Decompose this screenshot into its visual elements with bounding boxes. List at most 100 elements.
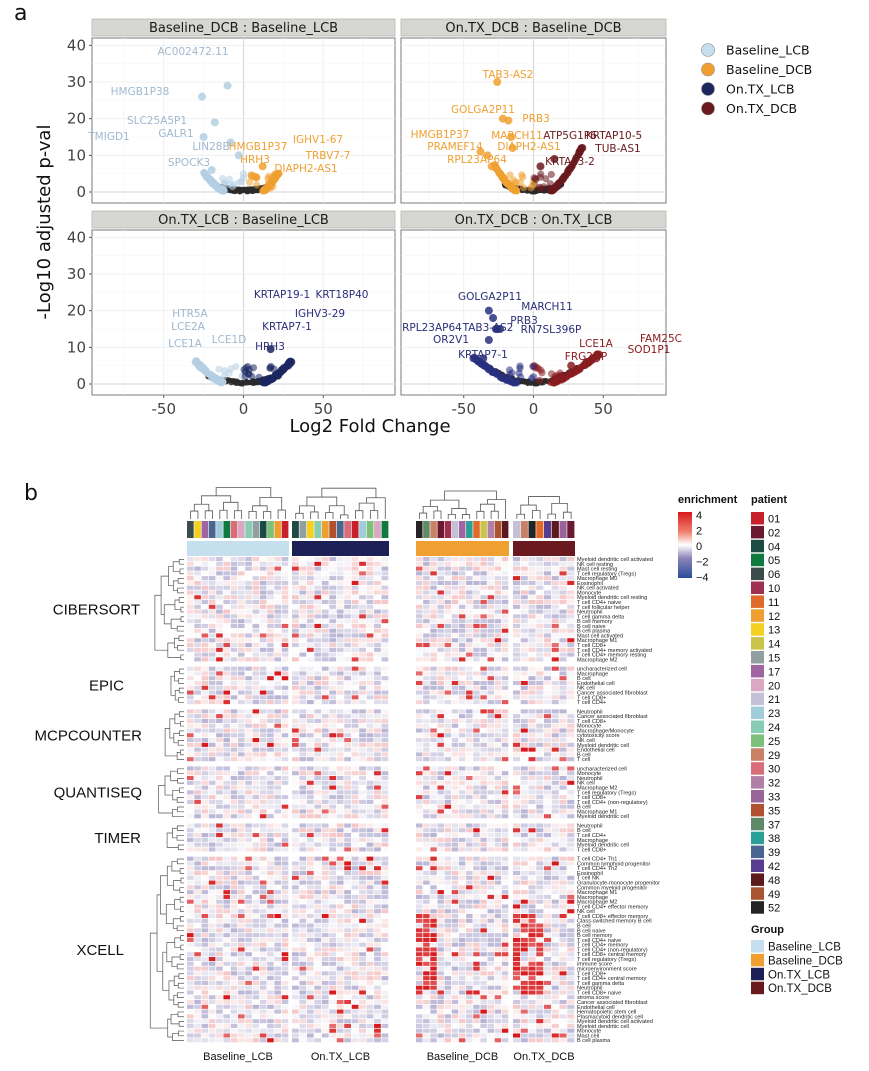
heatmap-cell [223, 714, 231, 719]
heatmap-cell [187, 833, 194, 838]
heatmap-cell [551, 828, 559, 833]
heatmap-cell [208, 890, 216, 895]
heatmap-cell [458, 609, 466, 614]
row-label: T cell regulatory (Tregs) [577, 571, 636, 577]
heatmap-cell [314, 633, 322, 638]
heatmap-cell [501, 899, 509, 904]
heatmap-cell [544, 666, 552, 671]
heatmap-cell [201, 666, 209, 671]
heatmap-cell [451, 856, 459, 861]
heatmap-cell [544, 676, 552, 681]
heatmap-cell [451, 885, 459, 890]
heatmap-cell [520, 809, 528, 814]
heatmap-cell [473, 866, 480, 871]
heatmap-cell [336, 799, 344, 804]
heatmap-cell [366, 738, 374, 743]
row-label: NK cell [577, 781, 595, 787]
heatmap-cell [187, 742, 194, 747]
heatmap-cell [359, 614, 366, 619]
heatmap-cell [351, 904, 359, 909]
heatmap-cell [466, 856, 473, 861]
heatmap-cell [336, 728, 344, 733]
heatmap-cell [359, 875, 366, 880]
heatmap-cell [238, 604, 245, 609]
heatmap-cell [194, 695, 201, 700]
heatmap-cell [238, 842, 245, 847]
heatmap-cell [267, 875, 274, 880]
heatmap-cell [208, 866, 216, 871]
heatmap-cell [473, 795, 480, 800]
heatmap-cell [245, 623, 252, 628]
dendrogram-branch [340, 514, 349, 519]
heatmap-cell [336, 652, 344, 657]
heatmap-cell [480, 700, 487, 705]
heatmap-cell [444, 600, 452, 605]
heatmap-cell [536, 904, 544, 909]
heatmap-cell [306, 747, 314, 752]
heatmap-cell [559, 714, 567, 719]
heatmap-cell [230, 723, 238, 728]
heatmap-cell [306, 566, 314, 571]
heatmap-cell [544, 823, 552, 828]
heatmap-cell [201, 870, 209, 876]
heatmap-cell [292, 875, 299, 880]
heatmap-cell [559, 766, 567, 771]
heatmap-cell [274, 680, 282, 686]
heatmap-cell [520, 904, 528, 909]
heatmap-cell [528, 866, 536, 871]
heatmap-cell [321, 619, 329, 624]
heatmap-cell [544, 580, 552, 585]
heatmap-cell [238, 785, 245, 790]
heatmap-cell [416, 580, 423, 585]
heatmap-cell [374, 652, 381, 657]
heatmap-cell [381, 775, 389, 781]
heatmap-cell [551, 780, 559, 785]
heatmap-cell [201, 799, 209, 804]
heatmap-cell [423, 880, 430, 885]
heatmap-cell [252, 738, 260, 743]
heatmap-cell [513, 799, 521, 804]
heatmap-cell [458, 823, 466, 828]
heatmap-cell [437, 837, 444, 842]
heatmap-cell [230, 728, 238, 733]
heatmap-cell [245, 619, 252, 624]
heatmap-cell [513, 875, 521, 880]
heatmap-cell [559, 899, 567, 904]
heatmap-cell [306, 619, 314, 624]
heatmap-cell [494, 899, 502, 904]
heatmap-cell [559, 647, 567, 652]
patient-annotation-cell [437, 521, 445, 538]
patient-annotation-cell [292, 521, 299, 538]
labeled-point [210, 118, 219, 127]
heatmap-cell [223, 633, 231, 638]
heatmap-cell [430, 880, 437, 885]
heatmap-cell [480, 833, 487, 838]
heatmap-cell [201, 904, 209, 909]
heatmap-cell [223, 870, 231, 876]
heatmap-cell [187, 780, 194, 785]
heatmap-cell [466, 585, 473, 590]
heatmap-cell [381, 823, 389, 828]
heatmap-cell [216, 604, 223, 609]
heatmap-cell [208, 709, 216, 714]
heatmap-cell [416, 623, 423, 628]
heatmap-cell [216, 890, 223, 895]
heatmap-cell [473, 671, 480, 676]
heatmap-cell [274, 571, 282, 576]
heatmap-cell [536, 785, 544, 790]
patient-annotation-cell [374, 521, 381, 538]
heatmap-cell [238, 870, 245, 876]
heatmap-cell [336, 847, 344, 852]
heatmap-cell [252, 671, 260, 676]
heatmap-cell [520, 790, 528, 795]
heatmap-cell [259, 619, 267, 624]
heatmap-cell [223, 580, 231, 585]
heatmap-cell [306, 904, 314, 909]
heatmap-cell [245, 709, 252, 714]
heatmap-cell [466, 557, 473, 562]
heatmap-cell [487, 671, 494, 676]
heatmap-cell [230, 909, 238, 914]
heatmap-cell [201, 595, 209, 600]
heatmap-cell [487, 775, 494, 781]
heatmap-cell [559, 833, 567, 838]
